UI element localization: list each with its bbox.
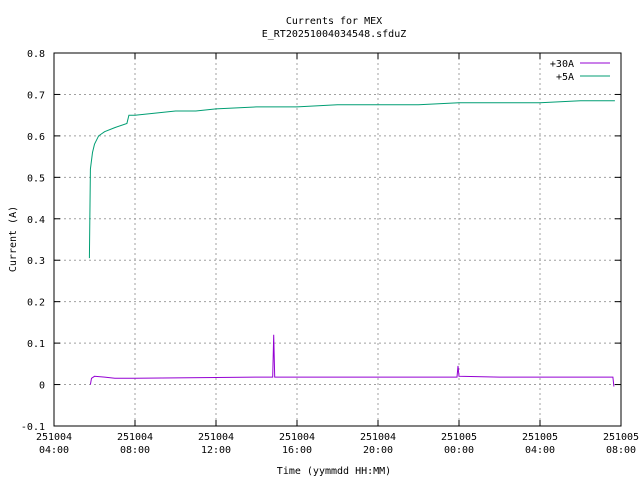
legend-label: +30A	[550, 59, 574, 70]
x-tick-label-date: 251005	[522, 432, 558, 443]
y-tick-label: 0.2	[27, 298, 45, 309]
series-line-2	[88, 100, 615, 259]
x-axis-label: Time (yymmdd HH:MM)	[277, 466, 391, 477]
x-tick-label-time: 16:00	[282, 445, 312, 456]
plot-frame	[53, 52, 622, 427]
chart-subtitle: E_RT2025100403454​8.sfduZ	[262, 29, 407, 40]
chart-title: Currents for MEX	[286, 16, 382, 27]
x-tick-label-time: 00:00	[444, 445, 474, 456]
y-tick-label: 0.1	[27, 339, 45, 350]
y-tick-label: 0.6	[27, 132, 45, 143]
y-tick-label: 0.4	[27, 215, 45, 226]
y-tick-label: 0.3	[27, 256, 45, 267]
x-tick-label-date: 251004	[279, 432, 315, 443]
x-tick-label-date: 251004	[36, 432, 72, 443]
x-tick-label-date: 251004	[360, 432, 396, 443]
grid	[54, 53, 621, 426]
y-tick-label: -0.1	[21, 422, 45, 433]
x-tick-label-date: 251005	[441, 432, 477, 443]
x-tick-label-time: 08:00	[606, 445, 636, 456]
legend-label: +5A	[556, 72, 574, 83]
x-tick-label-time: 08:00	[120, 445, 150, 456]
x-tick-label-date: 251004	[198, 432, 234, 443]
x-axis: 251004 04:00 251004 08:00 251004 12:00 251004 1…	[36, 53, 639, 456]
y-tick-label: 0.8	[27, 49, 45, 60]
x-tick-label-date: 251005	[603, 432, 639, 443]
series-line-1	[89, 334, 615, 387]
x-tick-label-time: 04:00	[525, 445, 555, 456]
y-axis-label: Current (A)	[8, 206, 19, 272]
x-tick-label-time: 20:00	[363, 445, 393, 456]
y-tick-label: 0	[39, 381, 45, 392]
y-axis: -0.1 0 0.1 0.2 0.3 0.4 0.5 0.6 0.7 0.8	[21, 49, 621, 433]
y-tick-label: 0.5	[27, 173, 45, 184]
y-tick-label: 0.7	[27, 90, 45, 101]
series-layer	[88, 100, 615, 387]
x-tick-label-date: 251004	[117, 432, 153, 443]
x-tick-label-time: 04:00	[39, 445, 69, 456]
x-tick-label-time: 12:00	[201, 445, 231, 456]
legend: +30A +5A	[550, 59, 610, 83]
